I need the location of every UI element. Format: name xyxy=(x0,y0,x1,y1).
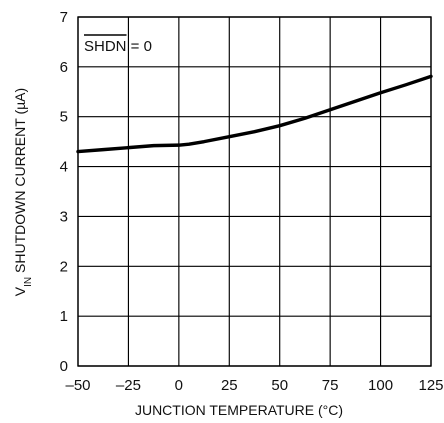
x-axis-label: JUNCTION TEMPERATURE (°C) xyxy=(135,402,343,418)
plot-border xyxy=(77,16,432,367)
shutdown-annotation: SHDN = 0 xyxy=(84,34,152,55)
shutdown-condition-label: SHDN = 0 xyxy=(84,38,152,55)
shdn-value-label: = 0 xyxy=(127,38,152,55)
y-axis-label: VIN SHUTDOWN CURRENT (µA) xyxy=(12,88,34,296)
x-tick-label: 50 xyxy=(271,377,288,394)
y-tick-label: 0 xyxy=(60,358,68,375)
y-axis-label-subscript: IN xyxy=(23,277,34,287)
x-tick-label: 100 xyxy=(368,377,393,394)
shdn-label: SHDN xyxy=(84,38,127,55)
x-tick-label: 25 xyxy=(221,377,238,394)
x-tick-label: –25 xyxy=(116,377,141,394)
y-tick-label: 2 xyxy=(60,258,68,275)
x-tick-label: 75 xyxy=(322,377,339,394)
x-tick-label: 125 xyxy=(418,377,443,394)
y-axis-label-prefix: V xyxy=(12,286,28,296)
y-tick-label: 6 xyxy=(60,59,68,76)
y-tick-label: 5 xyxy=(60,109,68,126)
shutdown-current-curve xyxy=(76,74,433,154)
series-layer xyxy=(76,74,433,154)
y-tick-label: 7 xyxy=(60,9,68,26)
y-tick-label: 3 xyxy=(60,208,68,225)
grid-layer xyxy=(77,16,432,367)
y-axis-label-suffix: SHUTDOWN CURRENT (µA) xyxy=(12,88,28,277)
plot-frame xyxy=(77,16,432,367)
x-tick-label: –50 xyxy=(65,377,90,394)
y-tick-label: 4 xyxy=(60,159,68,176)
x-tick-label: 0 xyxy=(175,377,183,394)
y-tick-label: 1 xyxy=(60,308,68,325)
tick-labels: –50 –25 0 25 50 75 100 125 0 1 2 3 4 5 6 7 xyxy=(60,9,444,394)
